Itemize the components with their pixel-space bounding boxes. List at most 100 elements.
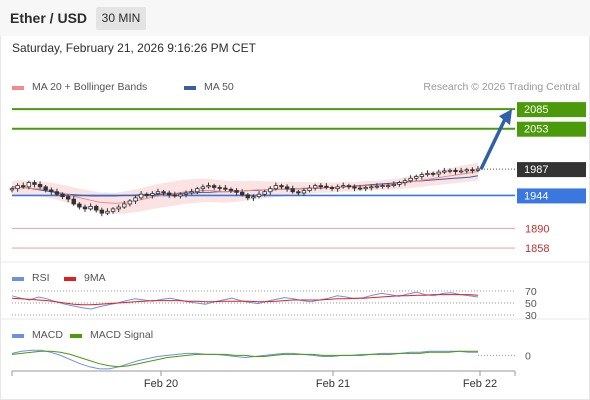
candle-body (178, 193, 183, 197)
resistance-tag (517, 102, 586, 118)
rsi-line (11, 291, 479, 310)
candle-body (312, 185, 318, 189)
support-label: 1944 (524, 190, 548, 202)
minor-support-label: 1890 (525, 223, 549, 235)
candle-body (436, 171, 441, 175)
candle-body (195, 188, 200, 193)
forecast-arrow (479, 118, 507, 170)
legend-swatch (70, 334, 82, 338)
candle-body (122, 203, 127, 208)
candle-body (391, 183, 396, 187)
chart-datetime: Saturday, February 21, 2026 9:16:26 PM C… (12, 41, 256, 55)
candle-body (307, 187, 312, 191)
candle-body (77, 203, 82, 208)
minor-support-label: 1858 (525, 243, 549, 255)
candle-body (284, 186, 290, 190)
candle-body (37, 183, 43, 188)
legend-label: MA 50 (204, 81, 234, 93)
candle-body (217, 187, 222, 189)
candle-body (262, 191, 267, 195)
candle-body (402, 180, 408, 183)
candle-body (127, 200, 133, 205)
candle-body (144, 193, 149, 196)
resistance-label: 2085 (524, 104, 548, 116)
legend-label: MACD Signal (90, 329, 153, 341)
candle-body (425, 172, 430, 176)
candle-body (155, 191, 161, 194)
legend-label: 9MA (84, 272, 106, 284)
candle-body (419, 174, 425, 177)
candle-body (200, 186, 206, 190)
candle-body (346, 185, 352, 188)
rsi-level-label: 70 (525, 286, 537, 298)
candle-body (133, 197, 138, 202)
legend-swatch (12, 277, 24, 281)
candle-body (161, 191, 166, 194)
candle-body (279, 185, 284, 188)
candle-body (26, 182, 32, 188)
current-price-label: 1987 (524, 164, 548, 176)
candle-body (234, 190, 239, 193)
candle-body (341, 185, 346, 188)
candle-body (82, 206, 88, 210)
candle-body (15, 185, 20, 190)
candle-body (94, 206, 99, 211)
candle-body (116, 206, 121, 210)
rsi-level-label: 50 (525, 298, 537, 310)
candle-body (223, 187, 228, 190)
candle-body (183, 192, 189, 195)
timeframe-button[interactable]: 30 MIN (96, 7, 146, 30)
legend-label: MA 20 + Bollinger Bands (32, 81, 147, 93)
macd-level-label: 0 (525, 350, 531, 362)
candle-body (442, 170, 447, 173)
candle-body (245, 194, 251, 199)
macd-signal-line (11, 350, 478, 368)
candle-body (110, 208, 116, 212)
candle-body (228, 188, 234, 191)
instrument-title: Ether / USD (10, 10, 88, 26)
candle-body (318, 185, 323, 188)
legend-label: MACD (32, 329, 63, 341)
candle-body (189, 191, 194, 194)
resistance-label: 2053 (524, 124, 548, 136)
candle-body (32, 182, 37, 185)
bollinger-band (12, 162, 478, 214)
support-tag (517, 188, 586, 204)
candle-body (464, 169, 469, 172)
candle-body (430, 172, 436, 175)
legend-swatch (12, 334, 24, 338)
candle-body (88, 206, 93, 210)
candle-body (357, 187, 363, 190)
x-tick-label: Feb 20 (144, 378, 178, 390)
candle-body (251, 196, 256, 199)
watermark: Research © 2026 Trading Central (423, 81, 580, 93)
candle-body (397, 182, 402, 185)
candle-body (9, 188, 15, 191)
candle-body (414, 176, 419, 179)
candle-body (21, 185, 26, 188)
candle-body (105, 210, 110, 214)
candle-body (65, 196, 71, 200)
current-price-tag (517, 162, 586, 178)
candle-body (268, 188, 273, 193)
resistance-tag (517, 121, 586, 137)
candle-body (374, 185, 380, 188)
legend-label: RSI (32, 272, 50, 284)
legend-swatch (12, 86, 24, 90)
legend-swatch (64, 277, 76, 281)
candle-body (167, 192, 172, 196)
candle-body (335, 186, 340, 190)
candle-body (380, 185, 385, 188)
candle-body (206, 185, 211, 188)
candle-body (408, 177, 413, 182)
candle-body (453, 169, 458, 172)
candle-body (150, 193, 155, 196)
x-tick-label: Feb 21 (316, 378, 350, 390)
candle-body (43, 186, 48, 191)
candle-body (385, 185, 391, 188)
candle-body (211, 185, 217, 188)
candle-body (475, 168, 481, 171)
legend-swatch (184, 86, 196, 90)
candle-body (324, 185, 329, 188)
